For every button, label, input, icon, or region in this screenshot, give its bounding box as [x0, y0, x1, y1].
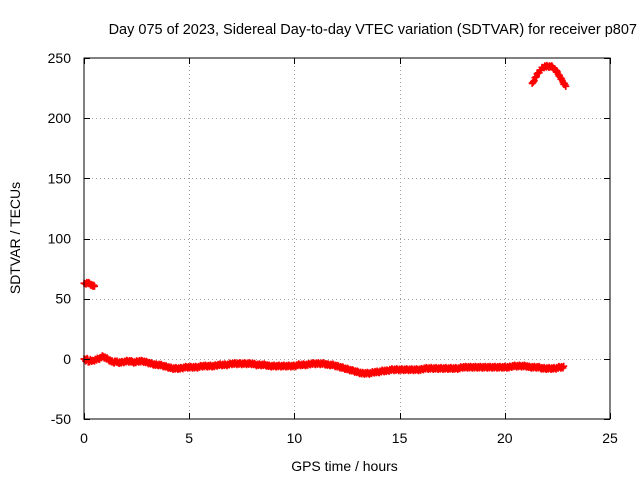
- y-tick-label: -50: [51, 411, 71, 427]
- series-main: [80, 352, 568, 378]
- y-tick-label: 150: [48, 170, 72, 186]
- plot-frame: [83, 57, 611, 420]
- data-point: [560, 362, 568, 370]
- y-axis-label: SDTVAR / TECUs: [7, 182, 23, 294]
- x-tick-label: 15: [392, 430, 408, 446]
- y-tick-label: 200: [48, 110, 72, 126]
- data-point: [562, 82, 570, 90]
- series-late-arc: [528, 61, 570, 90]
- y-tick-label: 50: [55, 291, 71, 307]
- y-tick-label: 100: [48, 231, 72, 247]
- x-tick-label: 20: [497, 430, 513, 446]
- chart-title: Day 075 of 2023, Sidereal Day-to-day VTE…: [109, 22, 637, 38]
- x-axis-label: GPS time / hours: [291, 458, 398, 474]
- series-early-high: [80, 278, 99, 291]
- grid-lines: [84, 58, 610, 419]
- data-point: [91, 282, 99, 290]
- axis-ticks: 0 5 10 15 20 25 -50 0 50 100 150 200 250: [48, 50, 618, 446]
- y-tick-label: 0: [63, 351, 71, 367]
- x-tick-label: 0: [80, 430, 88, 446]
- x-tick-label: 5: [185, 430, 193, 446]
- x-tick-label: 10: [287, 430, 303, 446]
- y-tick-label: 250: [48, 50, 72, 66]
- data-series: [80, 61, 570, 378]
- x-tick-label: 25: [602, 430, 618, 446]
